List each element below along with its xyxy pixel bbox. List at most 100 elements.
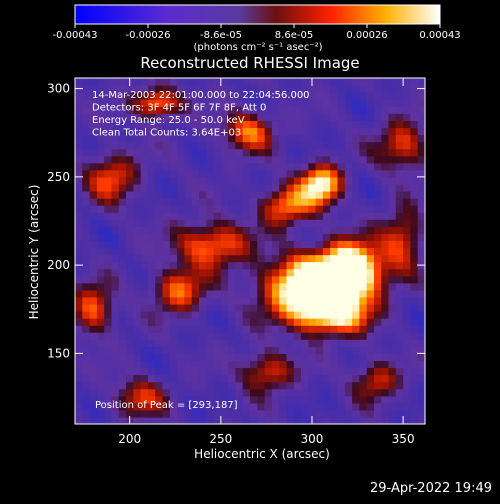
heatmap-cell — [104, 360, 113, 369]
heatmap-cell — [388, 296, 397, 305]
heatmap-cell — [388, 155, 397, 164]
heatmap-cell — [374, 155, 382, 164]
heatmap-cell — [410, 106, 419, 114]
heatmap-cell — [403, 353, 411, 362]
heatmap-cell — [147, 99, 156, 107]
heatmap-cell — [359, 219, 368, 227]
heatmap-cell — [220, 374, 229, 383]
heatmap-cell — [250, 388, 258, 397]
heatmap-cell — [366, 374, 375, 383]
heatmap-cell — [359, 113, 368, 121]
heatmap-cell — [381, 183, 390, 192]
heatmap-cell — [279, 219, 288, 227]
heatmap-cell — [264, 289, 273, 298]
heatmap-cell — [257, 219, 266, 227]
heatmap-cell — [417, 155, 425, 164]
heatmap-cell — [96, 268, 105, 277]
heatmap-cell — [126, 134, 134, 143]
heatmap-cell — [177, 374, 185, 383]
heatmap-cell — [381, 99, 390, 107]
heatmap-cell — [206, 296, 215, 305]
heatmap-cell — [82, 395, 91, 404]
heatmap-cell — [293, 311, 302, 319]
heatmap-cell — [111, 388, 120, 397]
heatmap-cell — [177, 402, 185, 411]
heatmap-cell — [147, 106, 156, 114]
heatmap-cell — [191, 339, 200, 347]
heatmap-cell — [279, 268, 288, 277]
heatmap-cell — [250, 141, 258, 150]
heatmap-cell — [104, 176, 113, 185]
heatmap-cell — [104, 198, 113, 206]
heatmap-cell — [206, 226, 215, 234]
heatmap-cell — [403, 226, 411, 234]
heatmap-cell — [126, 141, 134, 150]
heatmap-cell — [359, 374, 368, 383]
heatmap-cell — [147, 226, 156, 234]
heatmap-cell — [352, 183, 360, 192]
heatmap-cell — [381, 346, 390, 354]
timestamp: 29-Apr-2022 19:49 — [370, 481, 492, 496]
heatmap-cell — [301, 141, 309, 150]
heatmap-cell — [235, 332, 244, 340]
heatmap-cell — [75, 367, 83, 376]
heatmap-cell — [279, 191, 288, 199]
heatmap-cell — [140, 233, 149, 241]
heatmap-cell — [308, 296, 317, 305]
heatmap-cell — [118, 289, 127, 298]
heatmap-cell — [82, 374, 91, 383]
heatmap-cell — [242, 409, 251, 418]
heatmap-cell — [337, 416, 346, 424]
heatmap-cell — [352, 134, 360, 143]
heatmap-cell — [235, 381, 244, 390]
heatmap-cell — [308, 346, 317, 354]
heatmap-cell — [308, 282, 317, 291]
heatmap-cell — [344, 325, 353, 333]
heatmap-cell — [104, 78, 113, 86]
heatmap-cell — [257, 353, 266, 362]
heatmap-cell — [308, 240, 317, 249]
heatmap-cell — [410, 247, 419, 256]
heatmap-cell — [359, 332, 368, 340]
heatmap-cell — [199, 360, 207, 369]
heatmap-cell — [250, 148, 258, 157]
heatmap-cell — [118, 416, 127, 424]
heatmap-cell — [293, 99, 302, 107]
heatmap-cell — [126, 304, 134, 312]
heatmap-cell — [75, 360, 83, 369]
heatmap-cell — [359, 240, 368, 249]
heatmap-cell — [308, 198, 317, 206]
heatmap-cell — [293, 233, 302, 241]
heatmap-cell — [344, 233, 353, 241]
heatmap-cell — [177, 416, 185, 424]
heatmap-cell — [228, 381, 236, 390]
heatmap-cell — [388, 233, 397, 241]
heatmap-cell — [184, 85, 193, 93]
heatmap-cell — [344, 374, 353, 383]
heatmap-cell — [250, 381, 258, 390]
heatmap-cell — [403, 275, 411, 284]
heatmap-cell — [337, 261, 346, 270]
heatmap-cell — [126, 92, 134, 100]
heatmap-cell — [308, 402, 317, 411]
heatmap-cell — [199, 254, 207, 263]
heatmap-cell — [257, 346, 266, 354]
heatmap-cell — [75, 99, 83, 107]
heatmap-cell — [381, 395, 390, 404]
heatmap-cell — [155, 289, 164, 298]
heatmap-cell — [308, 318, 317, 326]
heatmap-cell — [417, 402, 425, 411]
heatmap-cell — [374, 240, 382, 249]
heatmap-cell — [133, 85, 142, 93]
heatmap-cell — [89, 360, 98, 369]
heatmap-cell — [359, 254, 368, 263]
heatmap-cell — [315, 304, 324, 312]
heatmap-cell — [169, 247, 178, 256]
heatmap-cell — [301, 388, 309, 397]
heatmap-cell — [220, 402, 229, 411]
heatmap-cell — [89, 304, 98, 312]
heatmap-cell — [417, 416, 425, 424]
colorbar-gradient — [74, 4, 441, 25]
heatmap-cell — [220, 261, 229, 270]
heatmap-cell — [82, 85, 91, 93]
